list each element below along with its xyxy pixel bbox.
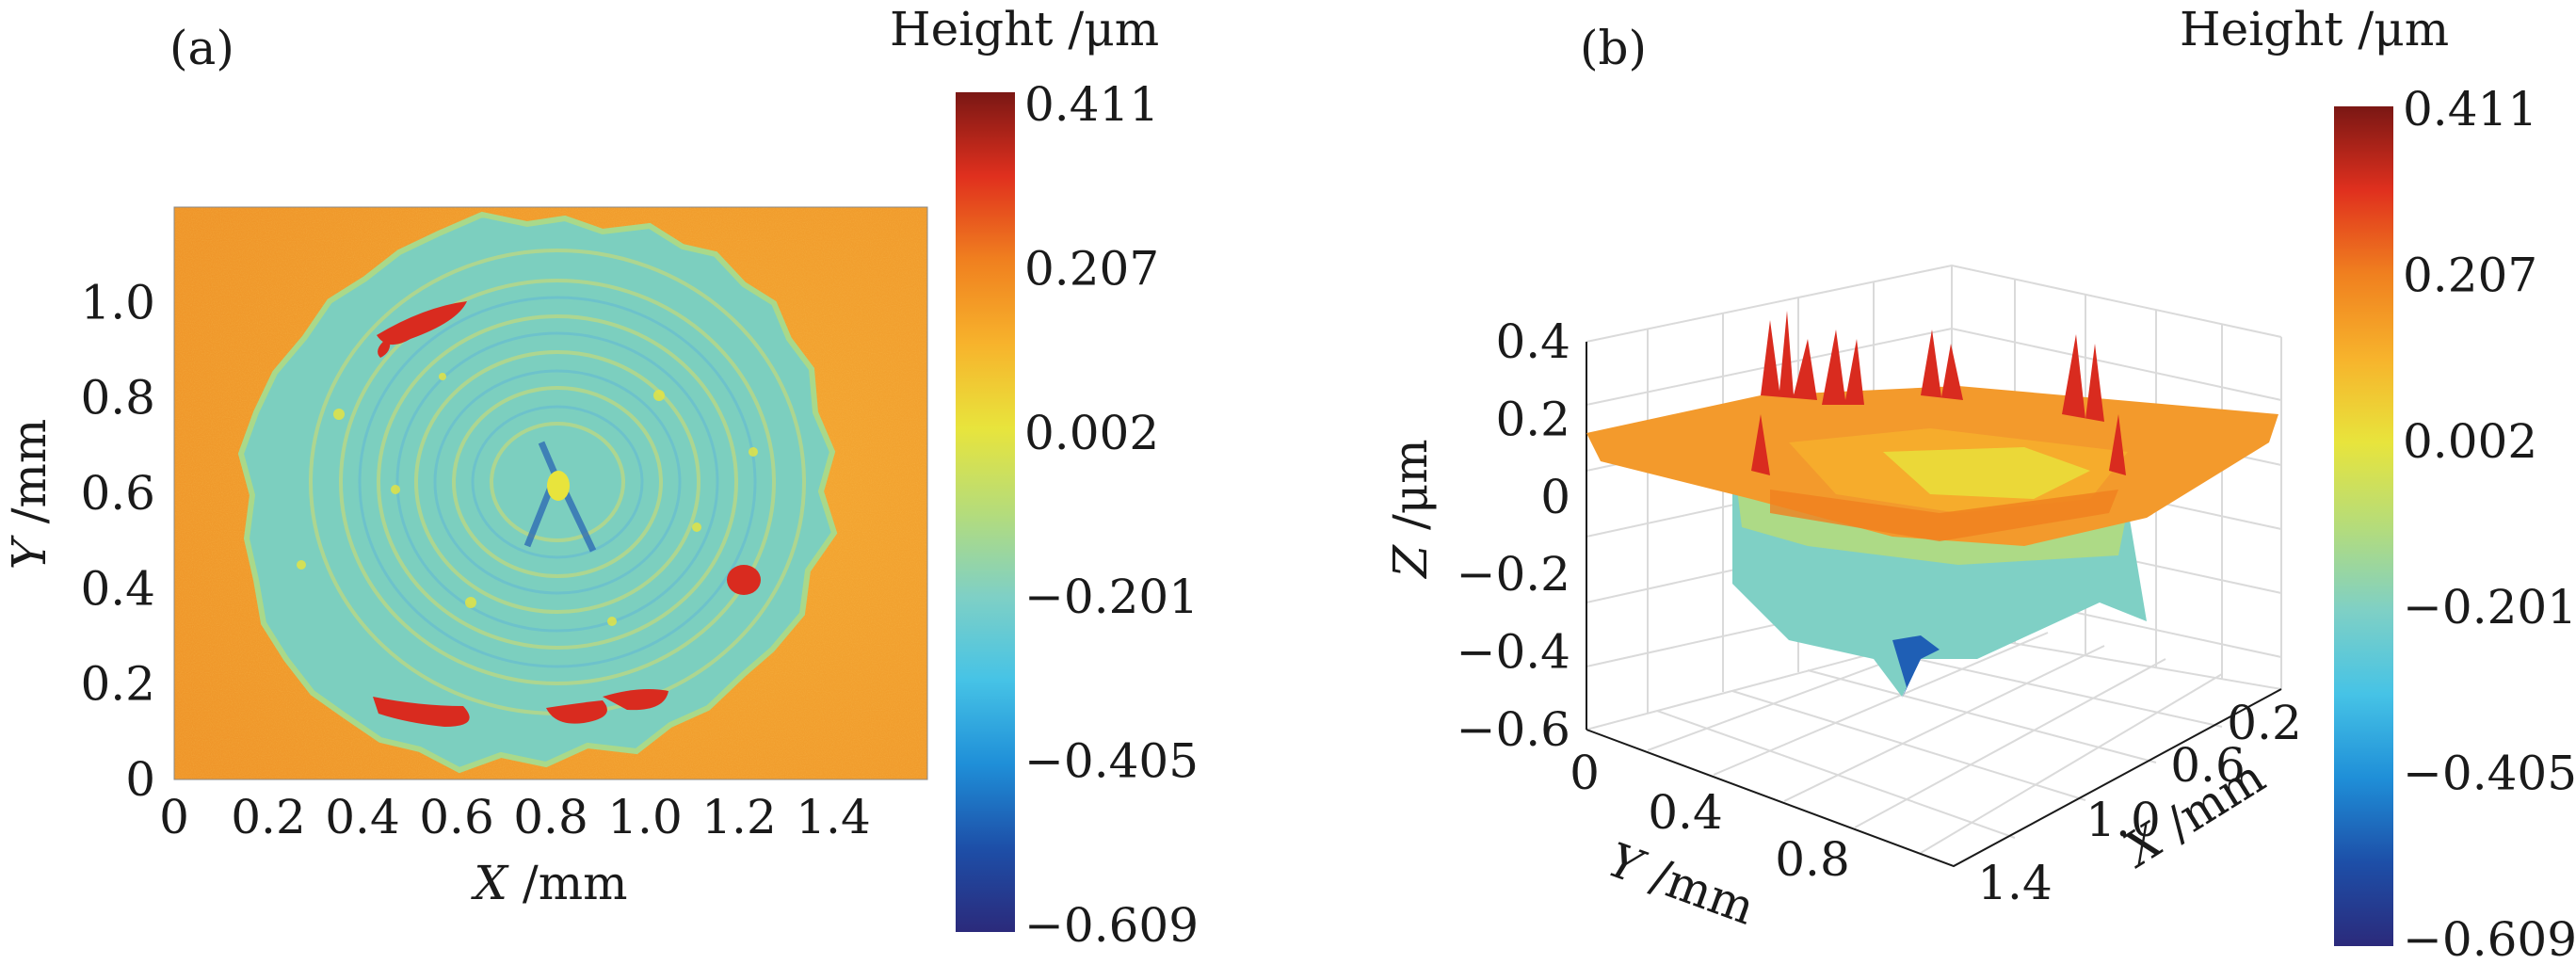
y-tick-label: 0.8 bbox=[80, 371, 155, 426]
colorbar-tick-label: 0.002 bbox=[1024, 406, 1159, 460]
ring-pattern-blue bbox=[358, 296, 757, 668]
colorbar-tick-label: −0.609 bbox=[2403, 912, 2576, 964]
panel-b: (b) bbox=[1383, 2, 2576, 964]
surface-3d bbox=[1586, 311, 2278, 699]
colorbar-title-a: Height /μm bbox=[890, 2, 1159, 56]
surface-deep-pit bbox=[1892, 635, 1940, 699]
y-tick-label: 0.2 bbox=[80, 657, 155, 712]
y-axis-label-a: Y /mm bbox=[2, 419, 56, 570]
z-tick-label: 0.2 bbox=[1495, 392, 1570, 446]
y-tick-label: 1.0 bbox=[80, 275, 155, 329]
z-tick-label: −0.2 bbox=[1457, 547, 1570, 602]
y-tick-label: 0.8 bbox=[1775, 832, 1850, 887]
high-rim-spots bbox=[373, 301, 761, 727]
colorbar-tick-label: 0.207 bbox=[2403, 248, 2537, 302]
colorbar-tick-labels-b: 0.411 0.207 0.002 −0.201 −0.405 −0.609 bbox=[2403, 82, 2576, 964]
x-tick-label: 1.0 bbox=[2085, 793, 2161, 847]
colorbar-tick-labels-a: 0.411 0.207 0.002 −0.201 −0.405 −0.609 bbox=[1024, 77, 1199, 953]
y-tick-labels-a: 0 0.2 0.4 0.6 0.8 1.0 bbox=[80, 275, 155, 807]
colorbar-gradient-b bbox=[2334, 106, 2393, 946]
colorbar-tick-label: 0.411 bbox=[2403, 82, 2537, 137]
y-axis-label-b: Y /mm bbox=[1601, 832, 1762, 935]
colorbar-b: Height /μm 0.411 0.207 0.002 −0.201 −0.405 −0… bbox=[2180, 2, 2576, 964]
colorbar-tick-label: 0.002 bbox=[2403, 414, 2537, 469]
x-tick-label: 0 bbox=[159, 790, 189, 844]
z-tick-labels-b: 0.4 0.2 0 −0.2 −0.4 −0.6 bbox=[1457, 314, 1570, 757]
colorbar-tick-label: −0.201 bbox=[2403, 580, 2576, 635]
colorbar-a: Height /μm 0.411 0.207 0.002 −0.201 −0.405 −0… bbox=[890, 2, 1199, 953]
colorbar-tick-label: 0.411 bbox=[1024, 77, 1159, 132]
panel-b-label: (b) bbox=[1580, 21, 1647, 75]
z-tick-label: 0.4 bbox=[1495, 314, 1570, 369]
y-tick-label: 0 bbox=[1570, 746, 1600, 800]
colorbar-tick-label: −0.405 bbox=[1024, 734, 1199, 789]
colorbar-gradient-a bbox=[956, 92, 1015, 932]
x-tick-label: 0.6 bbox=[419, 790, 494, 844]
colorbar-tick-label: 0.207 bbox=[1024, 241, 1159, 296]
axis-lines-b bbox=[1586, 342, 2282, 868]
colorbar-title-b: Height /μm bbox=[2180, 2, 2449, 56]
y-tick-label: 0.4 bbox=[1648, 785, 1723, 840]
x-tick-label: 0.2 bbox=[2227, 696, 2302, 750]
z-axis-label-b: Z /μm bbox=[1383, 439, 1438, 579]
surface-spikes bbox=[1751, 311, 2126, 475]
x-tick-label: 0.2 bbox=[231, 790, 306, 844]
panel-a: (a) bbox=[2, 2, 1199, 953]
x-tick-label: 0.4 bbox=[325, 790, 400, 844]
y-tick-label: 0.4 bbox=[80, 561, 155, 616]
center-spot bbox=[547, 471, 570, 501]
colorbar-tick-label: −0.609 bbox=[1024, 898, 1199, 953]
surface-rim-orange bbox=[1770, 490, 2118, 541]
colorbar-tick-label: −0.201 bbox=[1024, 570, 1199, 624]
plot-frame-a bbox=[173, 206, 928, 780]
y-tick-labels-b: 0 0.4 0.8 bbox=[1570, 746, 1850, 887]
y-tick-label: 0 bbox=[125, 752, 155, 807]
colorbar-tick-label: −0.405 bbox=[2403, 747, 2576, 801]
x-tick-label: 1.2 bbox=[701, 790, 777, 844]
x-tick-label: 1.4 bbox=[1977, 856, 2053, 910]
z-tick-label: −0.4 bbox=[1457, 625, 1570, 680]
y-tick-label: 0.6 bbox=[80, 466, 155, 521]
x-tick-label: 0.6 bbox=[2170, 738, 2246, 793]
x-tick-label: 1.0 bbox=[607, 790, 683, 844]
z-tick-label: −0.6 bbox=[1457, 702, 1570, 757]
z-tick-label: 0 bbox=[1540, 470, 1570, 524]
x-tick-labels-b: 0.20.61.0 1.4 bbox=[1977, 696, 2302, 910]
x-tick-label: 1.4 bbox=[796, 790, 871, 844]
surface-crater-floor bbox=[1883, 447, 2090, 499]
x-tick-labels-a: 0 0.2 0.4 0.6 0.8 1.0 1.2 1.4 bbox=[159, 790, 871, 844]
x-tick-label: 0.8 bbox=[513, 790, 588, 844]
panel-a-label: (a) bbox=[169, 21, 234, 75]
heatmap-a bbox=[174, 207, 927, 779]
x-axis-label-a: X /mm bbox=[470, 856, 627, 910]
yellow-speckles bbox=[297, 373, 758, 626]
